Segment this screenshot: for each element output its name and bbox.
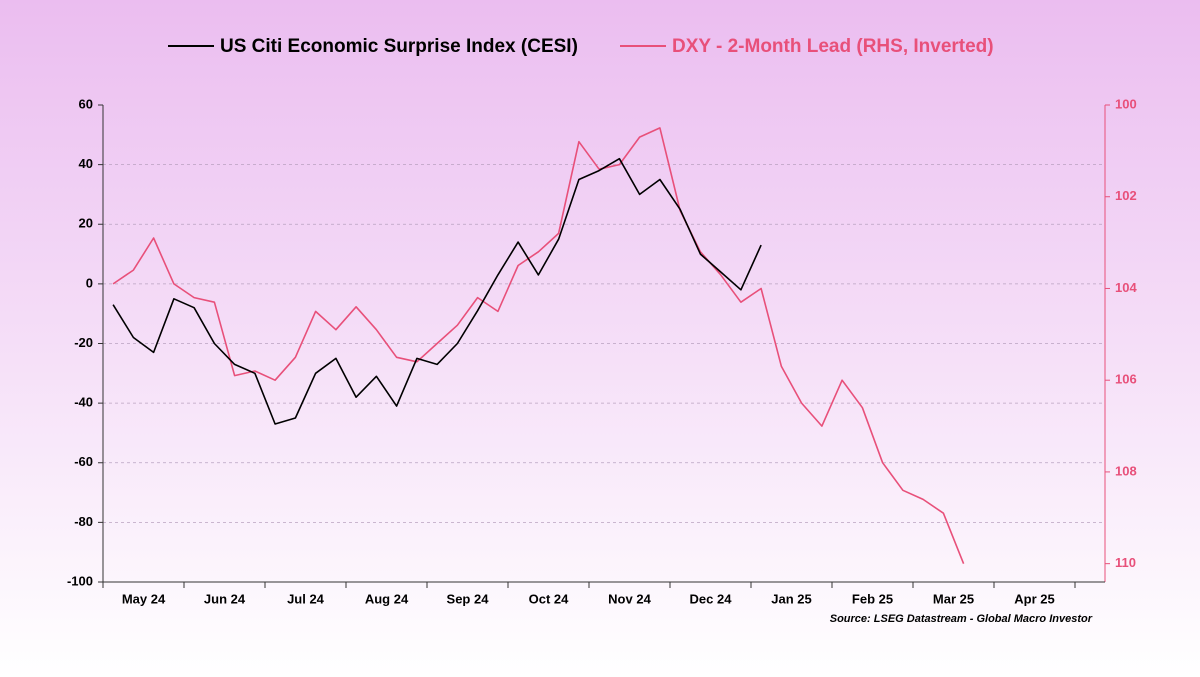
y2-tick-label: 104 — [1115, 280, 1137, 295]
y-tick-label: 20 — [79, 216, 93, 231]
y-tick-label: -40 — [74, 395, 93, 410]
x-tick-label: Aug 24 — [365, 591, 409, 606]
x-tick-label: Dec 24 — [690, 591, 733, 606]
y2-tick-label: 108 — [1115, 463, 1137, 478]
source-note: Source: LSEG Datastream - Global Macro I… — [830, 613, 1093, 625]
y-tick-label: -60 — [74, 454, 93, 469]
series-line — [112, 127, 965, 564]
x-tick-label: Jul 24 — [287, 591, 325, 606]
x-tick-label: Apr 25 — [1014, 591, 1054, 606]
x-tick-label: Oct 24 — [529, 591, 570, 606]
x-tick-label: Sep 24 — [447, 591, 490, 606]
x-tick-label: Nov 24 — [608, 591, 651, 606]
y-tick-label: -100 — [67, 573, 93, 588]
y-tick-label: 60 — [79, 96, 93, 111]
y-tick-label: -80 — [74, 514, 93, 529]
x-tick-label: Feb 25 — [852, 591, 893, 606]
x-tick-label: Mar 25 — [933, 591, 974, 606]
y2-tick-label: 110 — [1115, 555, 1136, 570]
x-tick-label: Jan 25 — [771, 591, 811, 606]
x-tick-label: May 24 — [122, 591, 166, 606]
legend-label: DXY - 2-Month Lead (RHS, Inverted) — [672, 36, 994, 57]
series-line — [112, 157, 762, 425]
x-tick-label: Jun 24 — [204, 591, 246, 606]
y-tick-label: 0 — [86, 275, 93, 290]
y2-tick-label: 102 — [1115, 188, 1137, 203]
y-tick-label: 40 — [79, 156, 93, 171]
y2-tick-label: 100 — [1115, 96, 1137, 111]
y2-tick-label: 106 — [1115, 372, 1137, 387]
legend-label: US Citi Economic Surprise Index (CESI) — [220, 36, 578, 57]
y-tick-label: -20 — [74, 335, 93, 350]
